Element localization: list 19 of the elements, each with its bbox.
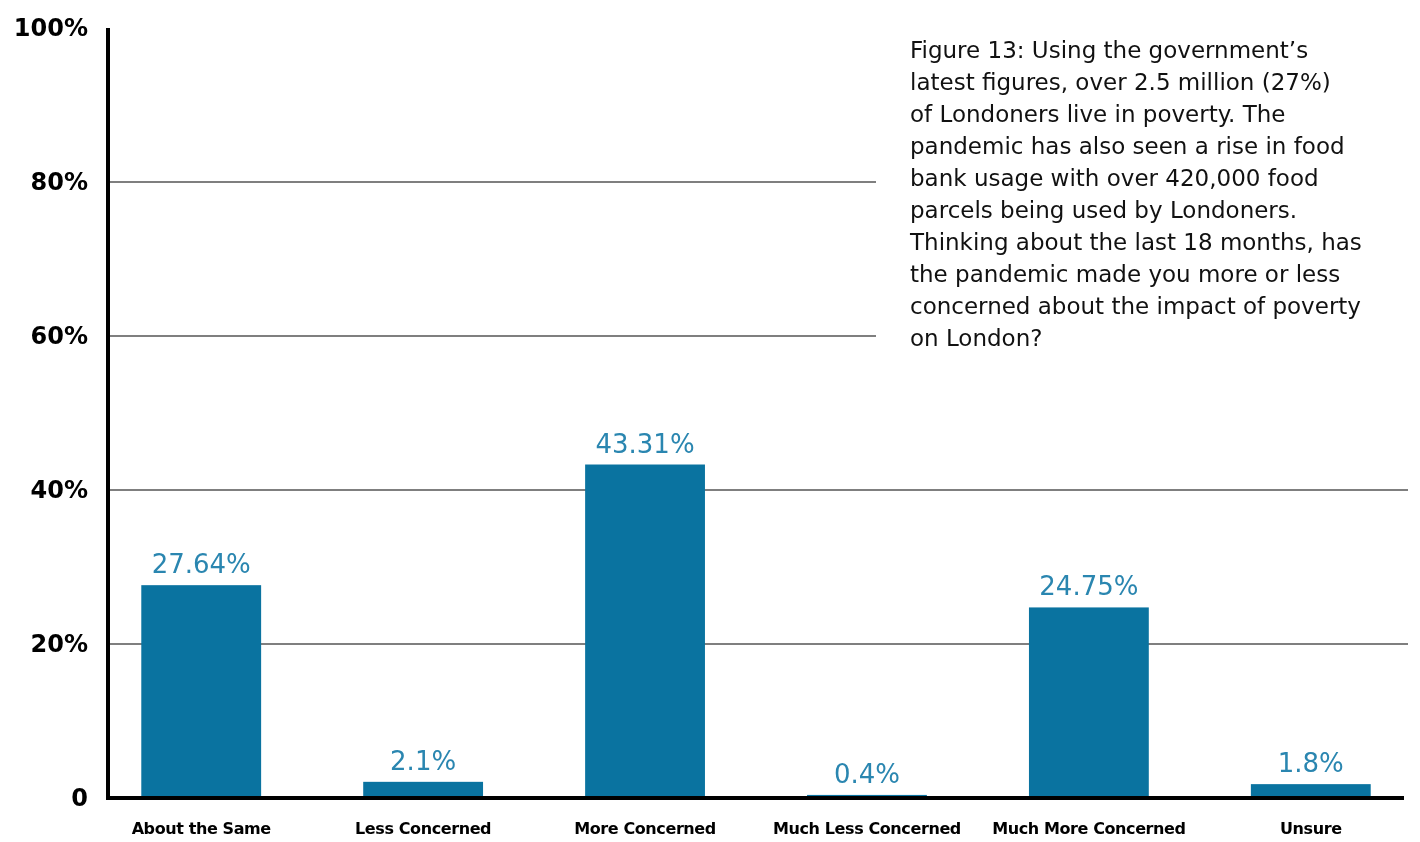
y-tick-label: 80% [30,168,88,197]
data-label: 2.1% [390,745,457,776]
x-tick-label: Less Concerned [355,819,492,838]
x-tick-label: Unsure [1279,819,1343,838]
data-label: 43.31% [595,428,695,459]
x-tick-label: Much More Concerned [992,819,1186,838]
y-tick-label: 60% [30,322,88,351]
data-label: 1.8% [1277,748,1344,779]
data-label: 0.4% [833,758,900,789]
y-tick-label: 100% [13,14,88,43]
x-tick-label: Much Less Concerned [773,819,961,838]
text: Figure 13: Using the government’s latest figures, over 2.5 million (27%) of Londoners live in poverty. The pandemic has also seen a rise in food bank usage with over 420,000 food parcels being used by Londoners. Thinking about the last 18 months, has the pandemic made you more or less concerned about the impact of poverty on London? [910,37,1362,352]
y-tick-label: 0 [71,784,88,813]
data-label: 27.64% [151,549,251,580]
x-tick-label: About the Same [131,819,272,838]
y-tick-label: 40% [30,476,88,505]
x-tick-label: More Concerned [574,819,716,838]
data-label: 24.75% [1039,571,1139,602]
y-tick-label: 20% [30,630,88,659]
